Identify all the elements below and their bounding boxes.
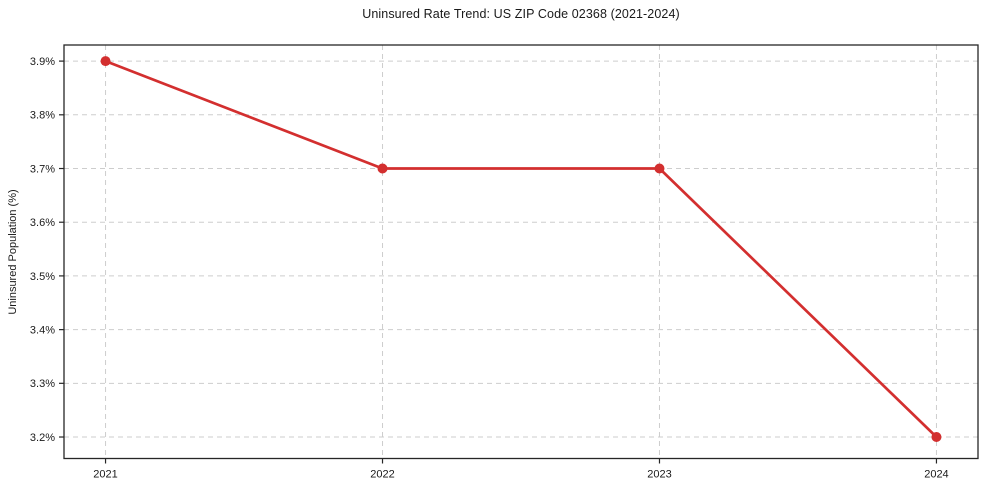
plot-border: [63, 44, 979, 460]
y-tick-label: 3.8%: [30, 110, 55, 122]
y-tick-label: 3.6%: [30, 217, 55, 229]
y-tick-label: 3.4%: [30, 324, 55, 336]
y-tick-label: 3.9%: [30, 56, 55, 68]
data-point-2023: [654, 163, 665, 174]
y-tick-label: 3.7%: [30, 163, 55, 175]
y-tick-label: 3.3%: [30, 378, 55, 390]
chart-title: Uninsured Rate Trend: US ZIP Code 02368 …: [362, 7, 680, 21]
data-point-2024: [931, 432, 942, 443]
x-tick-label: 2022: [370, 469, 394, 481]
y-axis-title: Uninsured Population (%): [7, 189, 19, 315]
trend-line: [104, 59, 938, 439]
x-tick-label: 2021: [93, 469, 117, 481]
y-tick-label: 3.5%: [30, 271, 55, 283]
y-tick-label: 3.2%: [30, 432, 55, 444]
x-tick-label: 2024: [924, 469, 948, 481]
data-point-2021: [100, 56, 111, 67]
x-tick-label: 2023: [647, 469, 671, 481]
data-point-2022: [377, 163, 388, 174]
